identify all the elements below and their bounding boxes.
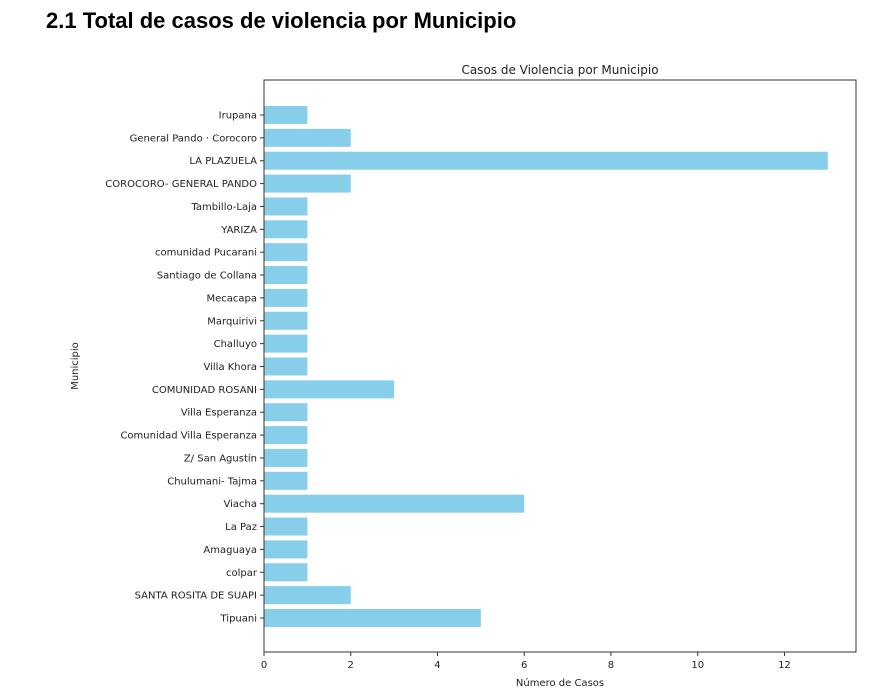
y-tick-label: COMUNIDAD ROSANI <box>152 385 257 396</box>
bar <box>264 243 308 262</box>
x-tick-label: 0 <box>261 660 267 671</box>
y-tick-label: comunidad Pucarani <box>155 248 257 259</box>
bar <box>264 334 308 353</box>
y-tick-label: Marquirivi <box>207 316 257 327</box>
x-tick-label: 8 <box>608 660 614 671</box>
y-tick-label: La Paz <box>225 522 257 533</box>
bar <box>264 197 308 216</box>
section-heading: 2.1 Total de casos de violencia por Muni… <box>46 8 517 33</box>
y-tick-label: Villa Esperanza <box>181 408 257 419</box>
y-tick-label: Villa Khora <box>203 362 257 373</box>
bar <box>264 426 308 445</box>
bar <box>264 609 481 627</box>
chart-title: Casos de Violencia por Municipio <box>461 63 658 77</box>
bar <box>264 357 308 376</box>
x-axis-label: Número de Casos <box>516 677 604 689</box>
plot-frame <box>263 79 857 653</box>
y-tick-label: Viacha <box>224 499 258 510</box>
bar <box>264 471 308 490</box>
bar <box>264 174 351 193</box>
bar <box>264 220 308 239</box>
bar <box>264 403 308 422</box>
bar <box>264 540 308 559</box>
bar <box>264 106 308 124</box>
y-axis-label: Municipio <box>70 342 81 390</box>
y-tick-label: LA PLAZUELA <box>189 156 257 167</box>
bar <box>264 563 308 582</box>
y-tick-label: Comunidad Villa Esperanza <box>120 431 257 442</box>
bar <box>264 311 308 330</box>
y-tick-label: COROCORO- GENERAL PANDO <box>105 179 257 190</box>
bar <box>264 128 351 147</box>
x-tick-label: 12 <box>778 660 791 671</box>
x-tick-label: 6 <box>521 660 527 671</box>
y-tick-label: Chulumani- Tajma <box>167 476 257 487</box>
bar <box>264 448 308 467</box>
bar <box>264 288 308 307</box>
y-tick-label: General Pando · Corocoro <box>130 133 257 144</box>
y-tick-label: Mecacapa <box>206 293 257 304</box>
y-tick-label: Z/ San Agustín <box>184 452 257 464</box>
x-tick-label: 4 <box>434 660 440 671</box>
y-tick-label: Tambillo-Laja <box>190 202 257 213</box>
bar <box>264 151 828 170</box>
y-tick-label: Tipuani <box>219 614 257 625</box>
y-tick-label: Santiago de Collana <box>157 271 257 282</box>
bar <box>264 266 308 285</box>
bar <box>264 380 395 399</box>
bar <box>264 517 308 536</box>
y-tick-label: Amaguaya <box>203 545 257 556</box>
y-tick-label: YARIZA <box>220 225 257 236</box>
y-tick-label: SANTA ROSITA DE SUAPI <box>135 591 257 602</box>
y-tick-label: colpar <box>226 568 258 579</box>
x-tick-label: 10 <box>691 660 704 671</box>
y-tick-label: Irupana <box>219 111 257 122</box>
bar <box>264 494 525 513</box>
bar <box>264 586 351 605</box>
y-tick-label: Challuyo <box>214 339 257 350</box>
x-tick-label: 2 <box>348 660 354 671</box>
